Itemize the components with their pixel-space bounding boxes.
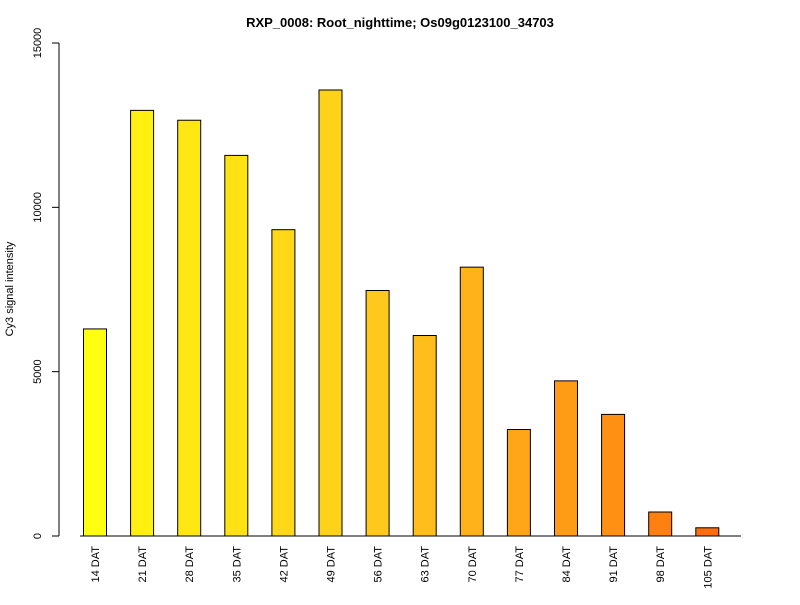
bar <box>601 413 626 537</box>
bar <box>554 380 578 537</box>
y-tick-label: 5000 <box>32 359 44 383</box>
bar <box>648 511 673 537</box>
x-tick-label: 84 DAT <box>561 546 573 583</box>
y-tick-label: 10000 <box>32 192 44 223</box>
x-tick-label: 98 DAT <box>655 546 667 583</box>
x-tick-label: 49 DAT <box>326 546 338 583</box>
x-tick-label: 56 DAT <box>373 546 385 583</box>
bar <box>318 89 343 537</box>
bar <box>365 289 390 537</box>
x-tick-label: 105 DAT <box>702 546 714 589</box>
bar <box>271 229 296 537</box>
x-tick-label: 28 DAT <box>184 546 196 583</box>
x-tick-label: 70 DAT <box>467 546 479 583</box>
y-axis-label: Cy3 signal intensity <box>4 241 16 336</box>
x-tick-label: 14 DAT <box>90 546 102 583</box>
x-tick-label: 21 DAT <box>137 546 149 583</box>
x-tick-label: 77 DAT <box>514 546 526 583</box>
bar <box>83 328 107 537</box>
y-tick-label: 0 <box>32 533 44 539</box>
plot-area: 0 5000 10000 15000 14 DAT 21 DAT 28 DAT 35 DAT 4… <box>32 28 741 589</box>
chart-title: RXP_0008: Root_nighttime; Os09g0123100_3… <box>246 15 554 30</box>
x-tick-label: 63 DAT <box>420 546 432 583</box>
bar <box>412 335 437 537</box>
bar <box>506 429 531 537</box>
bar <box>695 527 720 537</box>
x-tick-label: 42 DAT <box>278 546 290 583</box>
y-tick-label: 15000 <box>32 28 44 59</box>
bar <box>130 109 155 537</box>
x-tick-label: 91 DAT <box>608 546 620 583</box>
bar <box>177 119 202 537</box>
x-tick-label: 35 DAT <box>231 546 243 583</box>
bar <box>224 154 249 537</box>
bar <box>459 266 484 537</box>
